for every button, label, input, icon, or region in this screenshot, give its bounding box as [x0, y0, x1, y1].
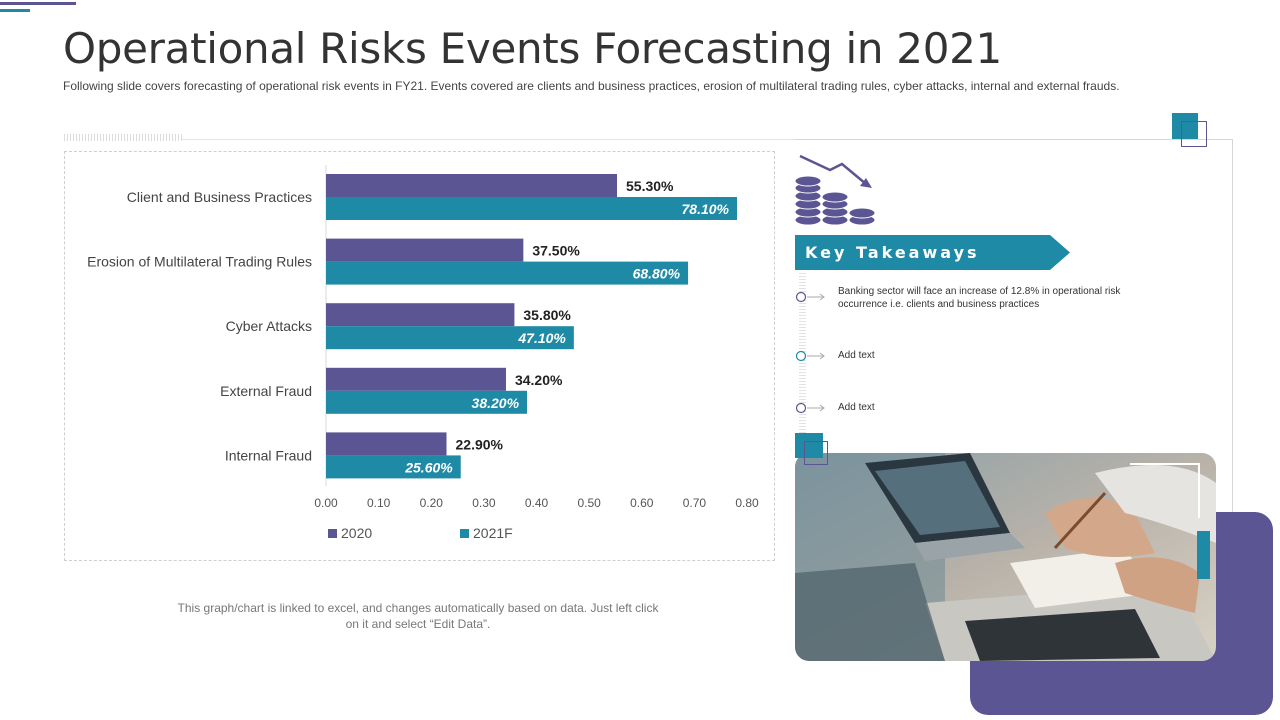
takeaway-text[interactable]: Add text	[838, 350, 875, 361]
chart-container[interactable]	[64, 151, 775, 561]
declining-coins-icon	[794, 154, 876, 226]
circle-arrow-icon	[795, 291, 825, 303]
photo-corner-square-outline	[804, 441, 828, 465]
panel-frame	[795, 139, 1233, 530]
corner-square-outline	[1181, 121, 1207, 147]
accent-bar-purple	[0, 2, 76, 5]
circle-arrow-icon	[795, 350, 825, 362]
dotted-divider	[64, 134, 182, 141]
takeaway-text[interactable]: Add text	[838, 402, 875, 413]
takeaways-heading: Key Takeaways	[805, 243, 980, 262]
chart-note: This graph/chart is linked to excel, and…	[177, 601, 659, 631]
divider-line	[182, 139, 795, 140]
takeaway-text: Banking sector will face an increase of …	[838, 286, 1121, 310]
photo-corner-square	[795, 433, 823, 458]
page-title: Operational Risks Events Forecasting in …	[63, 24, 1002, 73]
circle-arrow-icon	[795, 402, 825, 414]
business-meeting-photo	[795, 453, 1216, 661]
takeaways-banner	[795, 235, 1070, 270]
corner-square	[1172, 113, 1198, 139]
page-subtitle: Following slide covers forecasting of op…	[63, 79, 1120, 93]
photo-accent-bar	[1197, 531, 1210, 579]
accent-bar-teal	[0, 9, 30, 12]
